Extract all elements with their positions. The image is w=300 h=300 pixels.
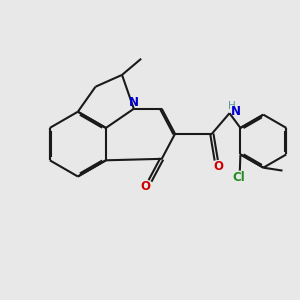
Text: N: N <box>129 96 139 109</box>
Text: O: O <box>141 180 151 193</box>
Text: N: N <box>231 105 241 118</box>
Text: H: H <box>228 101 236 111</box>
Text: Cl: Cl <box>232 171 245 184</box>
Text: O: O <box>214 160 224 173</box>
